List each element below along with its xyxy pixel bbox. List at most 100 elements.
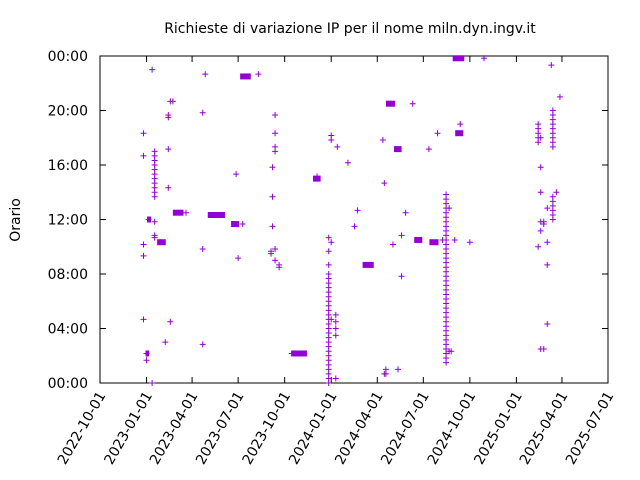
data-point bbox=[328, 239, 335, 246]
data-point bbox=[233, 171, 240, 178]
data-point bbox=[140, 130, 147, 137]
data-point bbox=[548, 62, 555, 69]
data-point bbox=[239, 221, 246, 228]
data-point bbox=[140, 316, 147, 323]
data-point bbox=[199, 109, 206, 116]
data-point bbox=[328, 316, 335, 323]
data-point bbox=[268, 248, 275, 255]
x-tick-label: 2025-01-01 bbox=[471, 389, 526, 467]
data-point bbox=[537, 164, 544, 171]
data-point bbox=[395, 366, 402, 373]
data-point bbox=[451, 236, 458, 243]
data-point bbox=[537, 227, 544, 234]
data-point bbox=[272, 112, 279, 119]
data-point bbox=[481, 55, 488, 62]
data-point bbox=[537, 189, 544, 196]
data-point bbox=[140, 252, 147, 259]
data-point bbox=[381, 180, 388, 187]
data-point bbox=[446, 205, 453, 212]
data-point bbox=[443, 359, 450, 366]
data-point bbox=[409, 100, 416, 107]
x-tick-label: 2023-04-01 bbox=[147, 389, 202, 467]
data-point bbox=[151, 234, 158, 241]
data-point bbox=[269, 223, 276, 230]
y-tick-label: 16:00 bbox=[48, 158, 88, 174]
data-point bbox=[334, 143, 341, 150]
data-point bbox=[544, 205, 551, 212]
y-tick-label: 20:00 bbox=[48, 104, 88, 120]
x-tick-label: 2024-04-01 bbox=[332, 389, 387, 467]
y-tick-label: 04:00 bbox=[48, 322, 88, 338]
data-point bbox=[255, 71, 262, 78]
y-tick-labels: 00:00 04:00 08:00 12:00 16:00 20:00 00:00 bbox=[48, 49, 88, 392]
y-tick-label: 12:00 bbox=[48, 213, 88, 229]
data-point bbox=[151, 193, 158, 200]
axis-ticks bbox=[99, 55, 609, 384]
data-point bbox=[344, 159, 351, 166]
data-point bbox=[434, 130, 441, 137]
data-point bbox=[325, 261, 332, 268]
data-point bbox=[537, 134, 544, 141]
data-point bbox=[328, 137, 335, 144]
y-tick-label: 08:00 bbox=[48, 267, 88, 283]
y-tick-label: 00:00 bbox=[48, 49, 88, 65]
data-point bbox=[269, 164, 276, 171]
x-tick-label: 2023-10-01 bbox=[240, 389, 295, 467]
data-point bbox=[544, 261, 551, 268]
data-point bbox=[276, 261, 283, 268]
data-point bbox=[165, 114, 172, 121]
data-point bbox=[272, 257, 279, 264]
data-point bbox=[199, 246, 206, 253]
data-point bbox=[143, 357, 150, 364]
data-point bbox=[553, 189, 560, 196]
x-tick-label: 2024-07-01 bbox=[378, 389, 433, 467]
data-point bbox=[379, 137, 386, 144]
data-point bbox=[272, 148, 279, 155]
data-point bbox=[149, 380, 156, 386]
data-point bbox=[425, 146, 432, 153]
data-point bbox=[402, 209, 409, 216]
data-point bbox=[325, 248, 332, 255]
data-point bbox=[162, 339, 169, 346]
data-point bbox=[325, 234, 332, 241]
data-point bbox=[351, 223, 358, 230]
data-point bbox=[448, 348, 455, 355]
data-point bbox=[466, 239, 473, 246]
data-point bbox=[272, 246, 279, 253]
data-marks bbox=[140, 55, 563, 386]
data-point bbox=[535, 243, 542, 250]
data-point bbox=[556, 93, 563, 100]
data-point bbox=[398, 232, 405, 239]
data-point bbox=[549, 143, 556, 150]
data-point bbox=[354, 207, 361, 214]
data-point bbox=[332, 311, 339, 318]
data-point bbox=[540, 345, 547, 352]
data-point bbox=[183, 209, 190, 216]
x-tick-label: 2024-10-01 bbox=[425, 389, 480, 467]
data-point bbox=[549, 216, 556, 223]
data-point bbox=[149, 66, 156, 73]
data-point bbox=[332, 375, 339, 382]
data-point bbox=[167, 318, 174, 325]
data-point bbox=[325, 380, 332, 386]
data-point bbox=[140, 241, 147, 248]
x-tick-label: 2025-07-01 bbox=[563, 389, 618, 467]
x-tick-label: 2024-01-01 bbox=[286, 389, 341, 467]
data-point bbox=[151, 218, 158, 225]
data-point bbox=[235, 255, 242, 262]
data-point bbox=[535, 139, 542, 146]
data-point bbox=[544, 320, 551, 327]
y-axis-label: Orario bbox=[8, 198, 24, 242]
data-point bbox=[202, 71, 209, 78]
data-point bbox=[332, 318, 339, 325]
data-point bbox=[332, 332, 339, 339]
x-tick-label: 2025-04-01 bbox=[517, 389, 572, 467]
x-tick-label: 2022-10-01 bbox=[55, 389, 110, 467]
data-point bbox=[389, 241, 396, 248]
x-tick-labels: 2022-10-012023-01-012023-04-012023-07-01… bbox=[55, 389, 618, 467]
data-point bbox=[398, 273, 405, 280]
data-point bbox=[165, 146, 172, 153]
data-point bbox=[140, 152, 147, 159]
x-tick-label: 2023-07-01 bbox=[193, 389, 248, 467]
